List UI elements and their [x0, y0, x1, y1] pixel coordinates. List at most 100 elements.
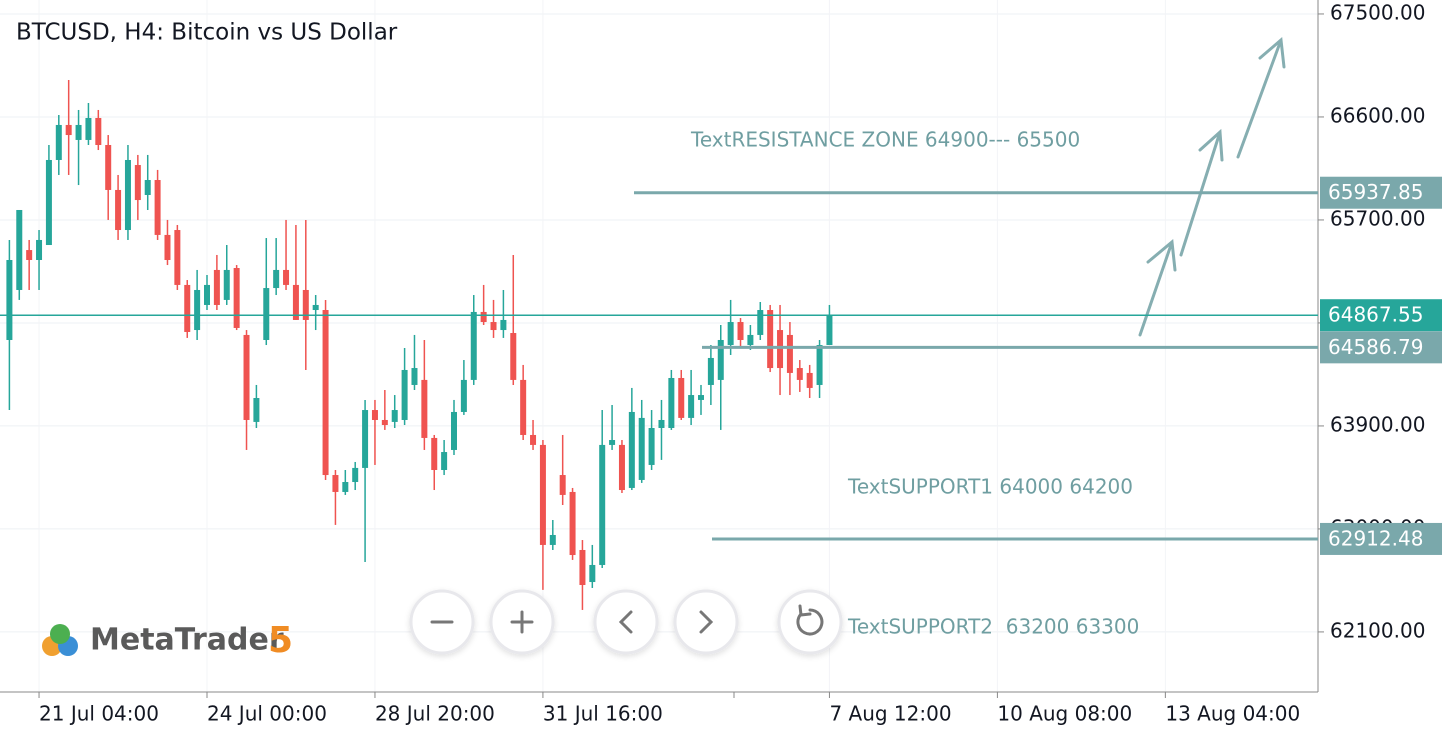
- candle-body: [263, 288, 270, 340]
- candle-body: [747, 334, 754, 346]
- candle-body: [727, 322, 734, 346]
- candle-body: [411, 368, 418, 385]
- candle-body: [786, 334, 793, 373]
- candle-body: [826, 315, 833, 346]
- candle-body: [668, 377, 675, 428]
- candle-body: [253, 398, 260, 422]
- candle-body: [520, 379, 527, 435]
- candle-body: [678, 377, 685, 418]
- candle-body: [134, 165, 141, 201]
- price-level-label: 64867.55: [1328, 303, 1423, 327]
- candle-body: [362, 410, 369, 468]
- candle-body: [599, 444, 606, 565]
- candle-body: [381, 419, 388, 426]
- candle-body: [243, 334, 250, 420]
- candle-body: [95, 117, 102, 145]
- candle-body: [688, 395, 695, 418]
- candle-body: [342, 482, 349, 492]
- price-level-box: [1320, 522, 1442, 555]
- logo-number: 5: [268, 620, 293, 661]
- candle-body: [352, 467, 359, 483]
- y-tick-label: 65700.00: [1330, 206, 1425, 230]
- x-tick-label: 21 Jul 04:00: [39, 702, 159, 726]
- candle-body: [26, 250, 33, 261]
- candle-body: [510, 333, 517, 380]
- candle-body: [579, 549, 586, 586]
- candle-body: [589, 564, 596, 583]
- candle-body: [6, 260, 13, 340]
- y-tick-label: 63900.00: [1330, 412, 1425, 436]
- candle-body: [105, 144, 112, 190]
- candle-body: [36, 239, 43, 261]
- candle-body: [470, 311, 477, 380]
- candle-body: [85, 117, 92, 140]
- candle-body: [559, 475, 566, 495]
- candle-body: [609, 440, 616, 445]
- zoom-out-button[interactable]: [409, 589, 475, 655]
- candle-body: [431, 437, 438, 470]
- candle-body: [164, 234, 171, 261]
- candle-body: [194, 289, 201, 331]
- candle-body: [441, 452, 448, 470]
- candle-body: [124, 159, 131, 231]
- scroll-right-button[interactable]: [673, 589, 739, 655]
- candle-body: [233, 268, 240, 328]
- candle-body: [480, 311, 487, 323]
- candle-body: [332, 475, 339, 492]
- candle-body: [273, 269, 280, 289]
- candle-body: [55, 124, 62, 160]
- arrow: [1138, 239, 1177, 337]
- annotation: TextSUPPORT1 64000 64200: [847, 475, 1133, 499]
- logo: MetaTrader 5: [42, 620, 293, 661]
- candle-body: [658, 419, 665, 428]
- candle-body: [451, 411, 457, 450]
- y-tick-label: 62100.00: [1330, 618, 1425, 642]
- candle-body: [401, 369, 408, 420]
- candle-body: [569, 491, 576, 556]
- candle-body: [757, 310, 764, 335]
- x-tick-label: 28 Jul 20:00: [375, 702, 495, 726]
- candle-body: [539, 444, 546, 545]
- candle-body: [796, 368, 803, 380]
- scroll-left-button[interactable]: [593, 589, 659, 655]
- candle-body: [628, 411, 635, 488]
- candle-body: [391, 410, 398, 422]
- candle-body: [75, 124, 82, 140]
- reset-button[interactable]: [777, 589, 843, 655]
- logo-icon: [50, 624, 70, 644]
- price-level-box: [1320, 331, 1442, 364]
- y-tick-label: 67500.00: [1330, 0, 1425, 24]
- price-level-label: 64586.79: [1328, 335, 1423, 359]
- candle-body: [707, 357, 714, 385]
- chart-title: BTCUSD, H4: Bitcoin vs US Dollar: [16, 20, 398, 46]
- candle-body: [213, 269, 220, 305]
- y-tick-label: 66600.00: [1330, 103, 1425, 127]
- candle-body: [302, 289, 309, 320]
- price-level-label: 65937.85: [1328, 180, 1423, 204]
- candle-body: [283, 269, 290, 285]
- candle-body: [777, 330, 784, 369]
- candle-body: [144, 180, 151, 196]
- candle-body: [490, 322, 497, 331]
- zoom-in-button[interactable]: [489, 589, 555, 655]
- candle-body: [204, 284, 210, 305]
- candle-body: [16, 209, 23, 290]
- logo-text: MetaTrader: [90, 623, 284, 658]
- candle-body: [184, 284, 191, 332]
- x-tick-label: 31 Jul 16:00: [543, 702, 663, 726]
- candle-body: [549, 534, 556, 545]
- candle-body: [816, 345, 823, 385]
- x-tick-label: 24 Jul 00:00: [207, 702, 327, 726]
- x-tick-label: 10 Aug 08:00: [997, 702, 1132, 726]
- toolbar: [409, 589, 843, 655]
- candle-body: [767, 310, 774, 369]
- candle-body: [115, 189, 122, 231]
- candle-body: [45, 159, 52, 246]
- candle-body: [806, 372, 813, 388]
- candle-body: [312, 304, 319, 311]
- overlay: 65937.85 64867.55 64586.79 62912.48 TextRESI…: [0, 128, 1442, 639]
- arrow: [1236, 37, 1286, 159]
- candle-body: [737, 322, 744, 340]
- candle-body: [371, 410, 378, 420]
